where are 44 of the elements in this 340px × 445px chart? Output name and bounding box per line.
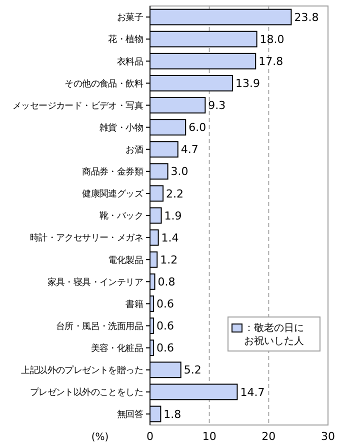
y-tick-label: 無回答 — [116, 409, 144, 420]
y-tick-label: お菓子 — [116, 12, 144, 24]
y-tick-label: 書籍 — [126, 298, 144, 310]
y-tick-label: お酒 — [126, 144, 144, 156]
y-tick-label: 靴・バック — [99, 210, 143, 222]
data-label: 0.6 — [156, 320, 174, 333]
data-label: 13.9 — [235, 77, 260, 90]
y-tick-label: 健康関連グッズ — [82, 188, 144, 200]
data-label: 3.0 — [170, 165, 188, 178]
y-tick-label: 台所・風呂・洗面用品 — [56, 320, 144, 332]
y-tick-label: 美容・化粧品 — [90, 342, 144, 354]
data-label: 6.0 — [188, 121, 206, 134]
data-label: 14.7 — [240, 386, 265, 399]
data-label: 1.4 — [161, 231, 179, 244]
data-label: 0.6 — [156, 342, 174, 355]
data-label: 23.8 — [294, 10, 319, 24]
y-tick-label: 商品券・金券類 — [82, 166, 144, 178]
data-label: 18.0 — [260, 32, 284, 46]
y-tick-label: 時計・アクセサリー・メガネ — [30, 232, 144, 244]
y-tick-label: 家具・寝具・インテリア — [47, 276, 144, 288]
data-label: 17.8 — [258, 54, 284, 68]
data-label: 1.9 — [164, 209, 182, 222]
data-label: 4.7 — [180, 143, 198, 156]
y-tick-label: その他の食品・飲料 — [64, 78, 144, 90]
x-tick-label: 0 — [146, 430, 154, 443]
y-tick-label: 上記以外のプレゼントを贈った — [21, 365, 144, 376]
x-tick-label: 30 — [321, 430, 335, 443]
data-label: 1.8 — [164, 408, 182, 421]
data-label: 0.6 — [156, 298, 174, 311]
y-tick-label: メッセージカード・ビデオ・写真 — [12, 100, 144, 112]
data-label: 1.2 — [160, 253, 178, 266]
y-tick-label: 電化製品 — [108, 254, 144, 266]
y-tick-label: プレゼント以外のことをした — [30, 387, 144, 398]
x-tick-label: 10 — [202, 430, 216, 443]
y-tick-label: 花・植物 — [108, 34, 144, 46]
y-tick-label: 衣料品 — [116, 56, 144, 68]
data-label: 0.8 — [158, 276, 176, 289]
data-label: 2.2 — [166, 187, 184, 200]
x-axis-title: (%) — [91, 432, 109, 443]
x-tick-label: 20 — [262, 430, 276, 443]
legend-label: ：敬老の日にお祝いした人 — [244, 322, 304, 347]
y-tick-label: 雑貨・小物 — [99, 122, 144, 134]
data-label: 9.3 — [208, 99, 226, 112]
data-label: 5.2 — [184, 364, 202, 377]
